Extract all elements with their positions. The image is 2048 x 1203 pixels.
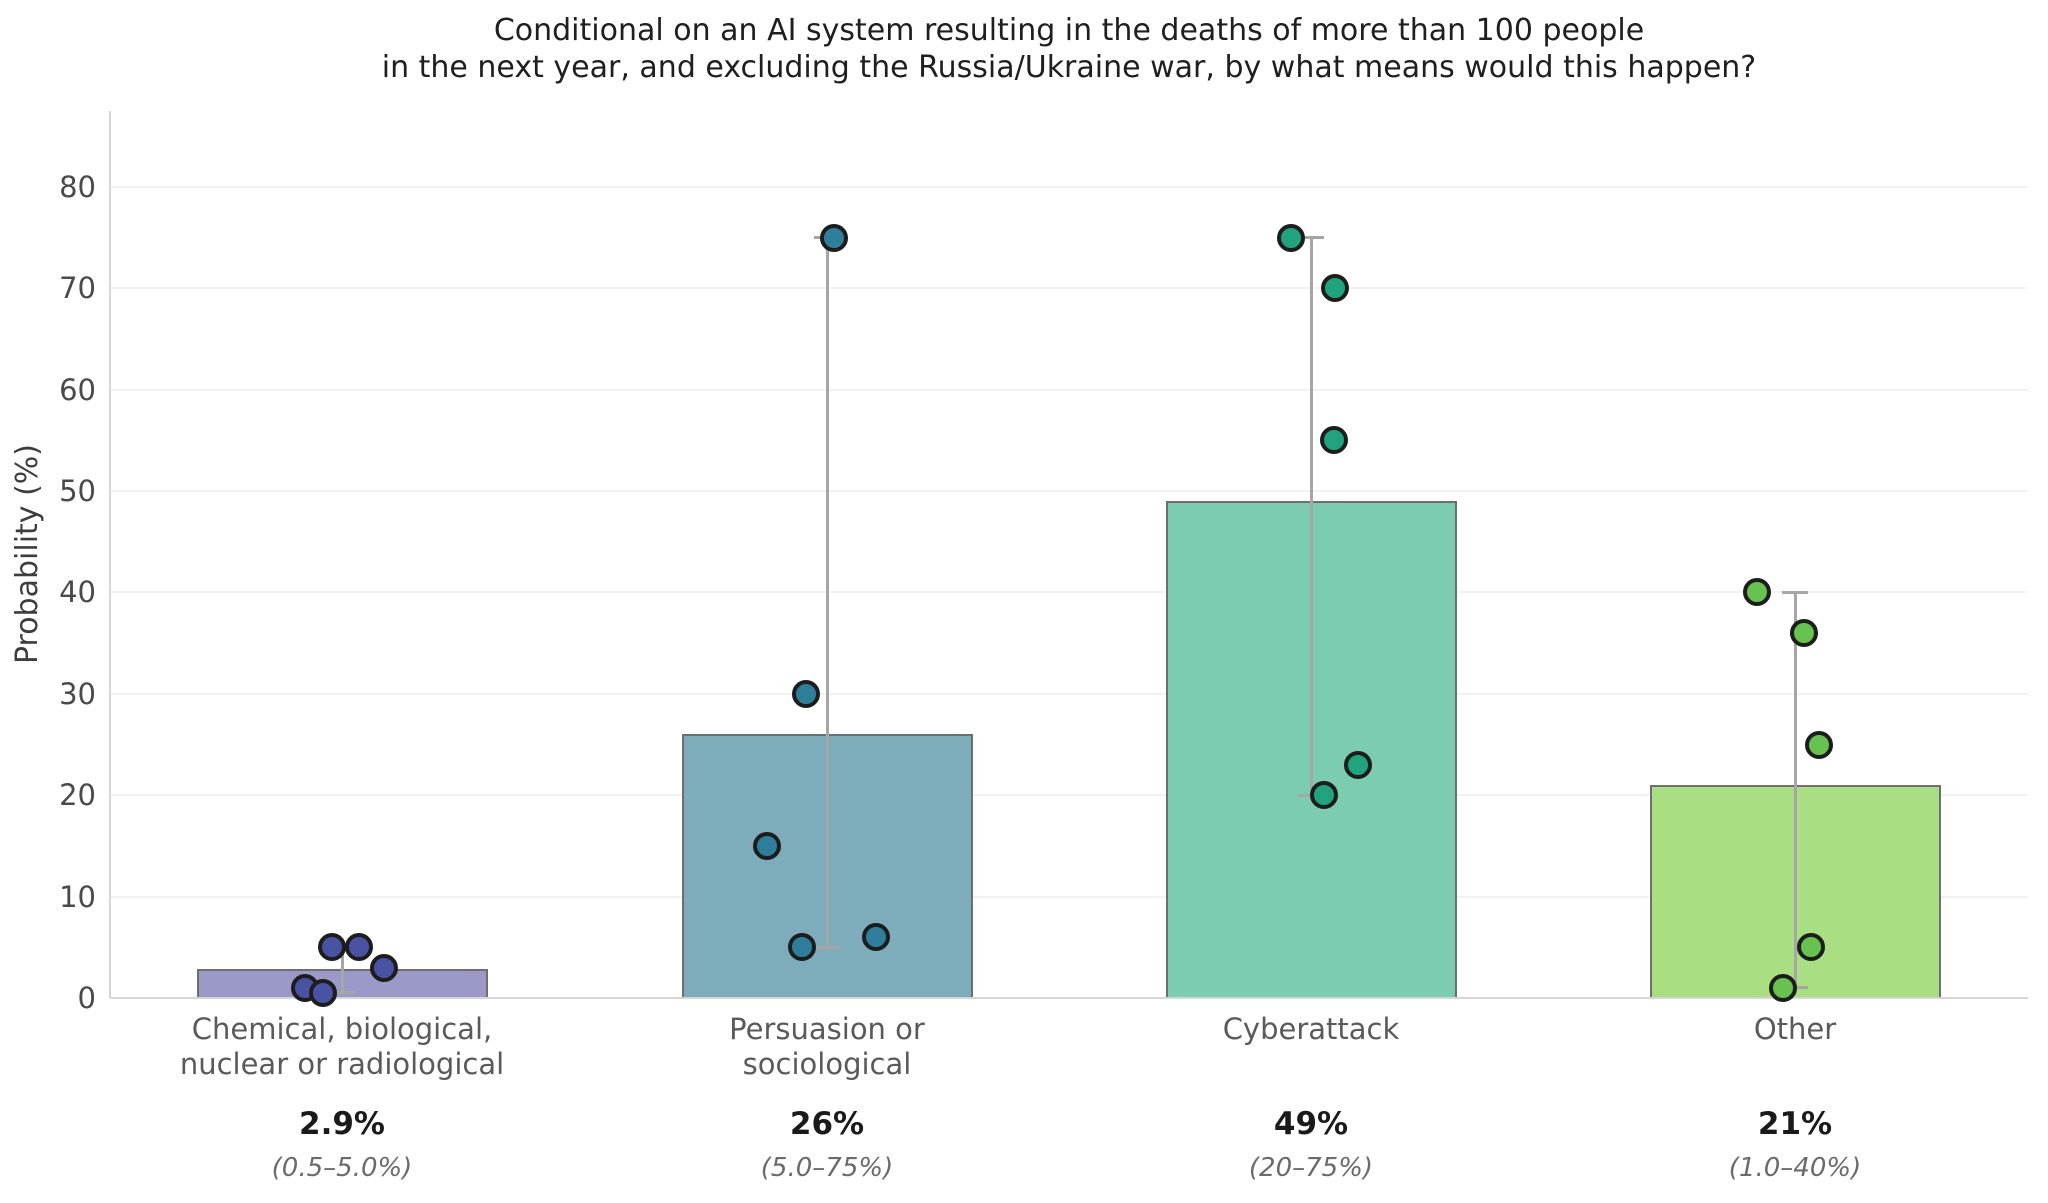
data-point-persuasion-or-sociological-1 (792, 679, 820, 708)
data-point-other-0 (1743, 578, 1771, 607)
gridline-80 (110, 185, 2028, 188)
chart-title-line-1: Conditional on an AI system resulting in… (493, 13, 1645, 48)
y-axis-spine (109, 111, 111, 998)
mean-label-chemical-biological-nuclear-or-radiological: 2.9% (299, 1106, 385, 1142)
gridline-30 (110, 692, 2028, 695)
error-bar-cyberattack (1309, 237, 1313, 796)
error-cap-max-cyberattack (1298, 236, 1324, 239)
data-point-cyberattack-2 (1320, 426, 1348, 455)
y-tick-label-40: 40 (59, 575, 96, 610)
data-point-cyberattack-4 (1310, 781, 1338, 810)
error-cap-min-chemical-biological-nuclear-or-radiological (329, 991, 355, 995)
gridline-50 (110, 490, 2028, 492)
data-point-persuasion-or-sociological-3 (788, 933, 816, 962)
data-point-chemical-biological-nuclear-or-radiological-1 (345, 933, 373, 962)
x-axis-line (110, 997, 2028, 999)
y-tick-label-30: 30 (59, 676, 96, 711)
data-point-other-4 (1769, 973, 1797, 1002)
chart-title-line-2: in the next year, and excluding the Russ… (381, 50, 1757, 85)
error-cap-max-other (1782, 590, 1808, 594)
mean-label-other: 21% (1757, 1106, 1833, 1142)
y-tick-label-10: 10 (59, 879, 96, 914)
gridline-40 (110, 591, 2028, 594)
data-point-cyberattack-1 (1321, 274, 1349, 303)
gridline-60 (110, 388, 2028, 391)
data-point-persuasion-or-sociological-2 (753, 831, 781, 860)
data-point-other-3 (1797, 933, 1825, 962)
data-point-cyberattack-0 (1277, 223, 1305, 252)
y-tick-label-80: 80 (59, 169, 96, 204)
category-label-persuasion-or-sociological: Persuasion or sociological (729, 1012, 925, 1081)
error-bar-persuasion-or-sociological (825, 237, 829, 948)
data-point-chemical-biological-nuclear-or-radiological-0 (318, 933, 346, 962)
y-tick-label-0: 0 (77, 981, 96, 1015)
y-tick-label-70: 70 (59, 271, 96, 306)
error-bar-chemical-biological-nuclear-or-radiological (340, 947, 344, 993)
range-label-persuasion-or-sociological: (5.0–75%) (760, 1153, 894, 1183)
data-point-persuasion-or-sociological-4 (862, 923, 890, 952)
data-point-other-2 (1805, 730, 1833, 759)
data-point-chemical-biological-nuclear-or-radiological-2 (370, 953, 398, 982)
y-tick-label-50: 50 (59, 474, 96, 508)
mean-label-persuasion-or-sociological: 26% (789, 1106, 865, 1142)
category-label-other: Other (1753, 1012, 1837, 1046)
data-point-cyberattack-3 (1344, 750, 1372, 779)
range-label-other: (1.0–40%) (1728, 1153, 1862, 1183)
gridline-20 (110, 794, 2028, 797)
data-point-persuasion-or-sociological-0 (820, 223, 848, 252)
range-label-chemical-biological-nuclear-or-radiological: (0.5–5.0%) (271, 1153, 413, 1183)
mean-label-cyberattack: 49% (1273, 1106, 1349, 1142)
error-bar-other (1793, 592, 1797, 988)
gridline-70 (110, 287, 2028, 290)
category-label-cyberattack: Cyberattack (1222, 1012, 1400, 1046)
category-label-chemical-biological-nuclear-or-radiological: Chemical, biological, nuclear or radiolo… (179, 1012, 505, 1081)
gridline-10 (110, 895, 2028, 898)
error-cap-min-persuasion-or-sociological (814, 945, 840, 949)
data-point-other-1 (1790, 618, 1818, 647)
y-tick-label-60: 60 (59, 372, 96, 407)
data-point-chemical-biological-nuclear-or-radiological-4 (309, 978, 337, 1007)
range-label-cyberattack: (20–75%) (1248, 1153, 1374, 1183)
y-tick-label-20: 20 (59, 778, 96, 813)
